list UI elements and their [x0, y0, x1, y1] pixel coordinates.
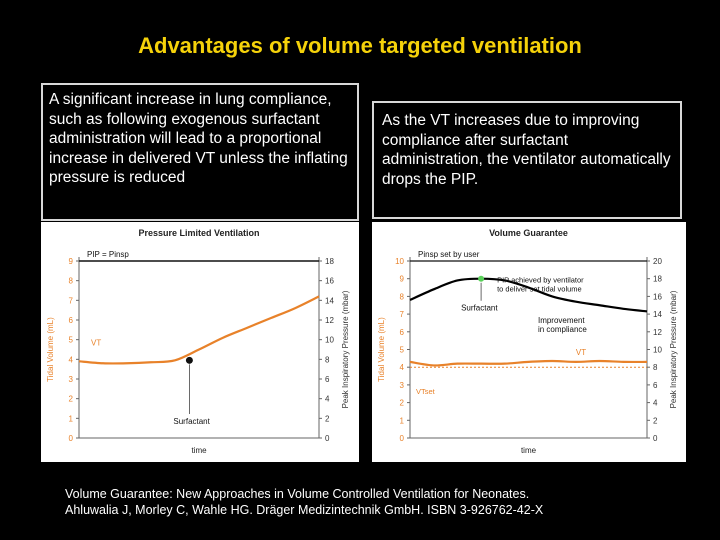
y-tick-label: 6 [400, 328, 405, 337]
y-tick-label: 7 [69, 296, 74, 305]
y-tick-label: 5 [69, 336, 74, 345]
slide-title: Advantages of volume targeted ventilatio… [138, 33, 582, 58]
vt-label: VT [91, 339, 101, 348]
y2-tick-label: 0 [325, 434, 330, 443]
y2-axis-label: Peak Inspiratory Pressure (mbar) [341, 290, 350, 408]
citation: Volume Guarantee: New Approaches in Volu… [65, 486, 543, 518]
chart-title: Pressure Limited Ventilation [138, 228, 259, 238]
y-tick-label: 1 [400, 416, 405, 425]
y2-tick-label: 2 [325, 414, 330, 423]
chart-title: Volume Guarantee [489, 228, 568, 238]
y2-tick-label: 8 [653, 363, 658, 372]
y2-tick-label: 6 [653, 381, 658, 390]
y-tick-label: 10 [395, 257, 404, 266]
y2-tick-label: 2 [653, 416, 658, 425]
y2-tick-label: 4 [653, 399, 658, 408]
surfactant-label: Surfactant [173, 417, 210, 426]
y-tick-label: 5 [400, 346, 405, 355]
y-tick-label: 9 [69, 257, 74, 266]
y-tick-label: 0 [400, 434, 405, 443]
citation-line-2: Ahluwalia J, Morley C, Wahle HG. Dräger … [65, 503, 544, 517]
x-axis-label: time [521, 446, 537, 455]
citation-line-1: Volume Guarantee: New Approaches in Volu… [65, 487, 530, 501]
volume-guarantee-chart-svg: Volume Guarantee012345678910024681012141… [377, 228, 678, 455]
x-axis-label: time [191, 446, 207, 455]
vt-label: VT [576, 348, 586, 357]
y-tick-label: 1 [69, 414, 74, 423]
y-tick-label: 3 [400, 381, 405, 390]
pip-note-2: to deliver set tidal volume [497, 285, 582, 294]
y-tick-label: 9 [400, 275, 405, 284]
y2-tick-label: 20 [653, 257, 662, 266]
y-tick-label: 8 [69, 277, 74, 286]
surfactant-marker [185, 356, 193, 364]
improvement-label-1: Improvement [538, 316, 585, 325]
y-tick-label: 8 [400, 292, 405, 301]
y2-axis-label: Peak Inspiratory Pressure (mbar) [669, 290, 678, 408]
pip-curve [409, 277, 648, 313]
y-tick-label: 4 [400, 363, 405, 372]
pip-note-1: PIP achieved by ventilator [497, 276, 584, 285]
y2-tick-label: 16 [325, 277, 334, 286]
pip-peak-dot [478, 275, 485, 282]
y-axis-label: Tidal Volume (mL) [377, 317, 386, 382]
y2-tick-label: 10 [325, 336, 334, 345]
vtset-label: VTset [416, 387, 436, 396]
y-tick-label: 7 [400, 310, 405, 319]
left-text: A significant increase in lung complianc… [49, 91, 348, 186]
y2-tick-label: 8 [325, 355, 330, 364]
y2-tick-label: 12 [653, 328, 662, 337]
y2-tick-label: 10 [653, 346, 662, 355]
y-tick-label: 0 [69, 434, 74, 443]
right-text: As the VT increases due to improving com… [382, 112, 671, 188]
y2-tick-label: 18 [325, 257, 334, 266]
surfactant-label: Surfactant [461, 304, 498, 313]
y-tick-label: 6 [69, 316, 74, 325]
vt-curve [78, 295, 320, 365]
y2-tick-label: 14 [325, 296, 334, 305]
pip-label: PIP = Pinsp [87, 250, 129, 259]
y-tick-label: 2 [400, 399, 405, 408]
y-tick-label: 3 [69, 375, 74, 384]
volume-guarantee-chart: Volume Guarantee 0 1 2 3 4 5 6 7 8 9 10 0 2 4 6 8 10 12 14 1… [372, 222, 686, 462]
pressure-limited-chart: Pressure Limited Ventilation 0 1 2 3 4 5 6 7 8 9 0 2… [41, 222, 359, 462]
y-tick-label: 2 [69, 395, 74, 404]
y2-tick-label: 6 [325, 375, 330, 384]
y2-tick-label: 14 [653, 310, 662, 319]
improvement-label-2: in compliance [538, 325, 587, 334]
y2-tick-label: 18 [653, 275, 662, 284]
y2-tick-label: 12 [325, 316, 334, 325]
y2-tick-label: 4 [325, 395, 330, 404]
right-text-box: As the VT increases due to improving com… [372, 101, 682, 219]
y2-tick-label: 0 [653, 434, 658, 443]
vt-curve [409, 359, 648, 367]
y-axis-label: Tidal Volume (mL) [46, 317, 55, 382]
left-text-box: A significant increase in lung complianc… [41, 83, 359, 221]
y-tick-label: 4 [69, 355, 74, 364]
pinsp-label: Pinsp set by user [418, 250, 480, 259]
y2-tick-label: 16 [653, 292, 662, 301]
pressure-limited-chart-svg: Pressure Limited Ventilation012345678902… [46, 228, 350, 455]
